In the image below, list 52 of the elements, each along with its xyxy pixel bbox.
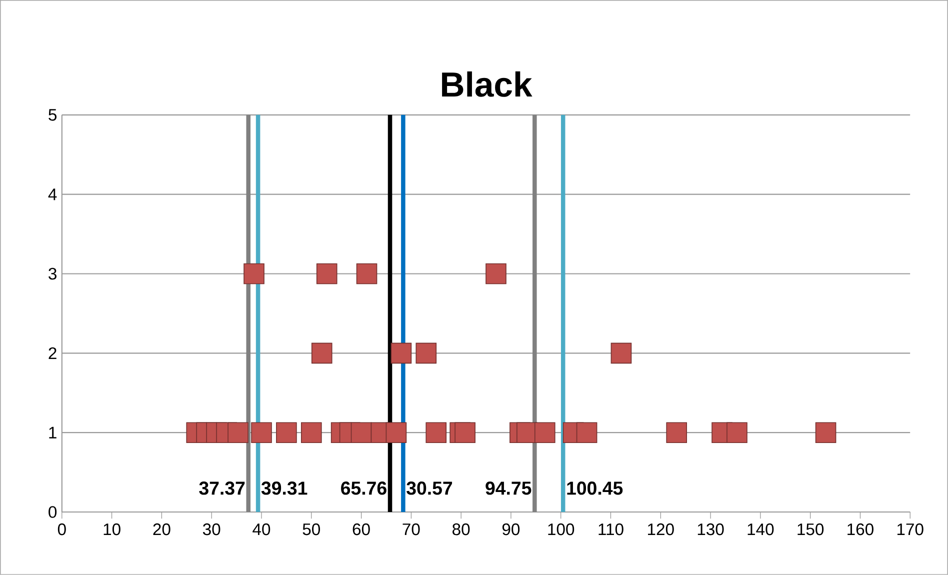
point: [726, 422, 748, 444]
y-tick-label: 2: [48, 347, 56, 360]
point: [390, 342, 412, 364]
point: [426, 422, 447, 444]
y-tick-label: 5: [48, 109, 57, 121]
x-tick-label: 130: [698, 523, 724, 536]
ref-line-label: 100.45: [567, 482, 623, 495]
point: [576, 422, 598, 444]
point: [276, 422, 297, 444]
point: [610, 342, 632, 364]
x-tick-label: 20: [153, 523, 170, 536]
point: [316, 263, 338, 284]
x-tick-label: 140: [748, 523, 774, 536]
point: [228, 422, 248, 444]
ref-line-label: 65.76: [341, 482, 386, 495]
x-tick-label: 60: [352, 523, 370, 536]
point: [486, 263, 506, 284]
y-tick-label: 0: [48, 506, 57, 518]
ref-line-label: 94.75: [486, 482, 532, 495]
x-tick-label: 160: [848, 523, 874, 536]
point: [244, 263, 264, 284]
x-tick-label: 150: [798, 523, 824, 536]
point: [311, 342, 332, 364]
x-tick-label: 120: [648, 523, 674, 536]
x-tick-label: 40: [252, 523, 270, 536]
x-tick-label: 110: [598, 523, 624, 536]
x-tick-label: 70: [402, 523, 420, 536]
point: [534, 422, 556, 444]
point: [454, 422, 476, 444]
x-tick-label: 100: [548, 523, 574, 536]
y-tick-label: 4: [48, 188, 57, 200]
x-tick-label: 10: [104, 523, 120, 536]
x-tick-label: 170: [897, 523, 924, 536]
point: [300, 422, 322, 444]
point: [815, 422, 836, 444]
point: [416, 342, 437, 364]
y-tick-label: 3: [48, 268, 56, 280]
ref-line-label: 39.31: [261, 482, 308, 495]
point: [356, 263, 378, 284]
point: [666, 422, 688, 444]
x-tick-label: 80: [452, 523, 470, 536]
ref-line-label: 37.37: [199, 482, 245, 495]
x-tick-label: 0: [58, 523, 66, 536]
point: [386, 422, 407, 444]
x-tick-label: 50: [302, 523, 320, 536]
chart-title: Black: [442, 71, 532, 97]
annotation: 30.57: [406, 482, 452, 495]
y-tick-label: 1: [49, 426, 56, 438]
x-tick-label: 90: [502, 523, 520, 536]
point: [251, 422, 272, 444]
x-tick-label: 30: [202, 523, 220, 536]
point: [350, 422, 372, 444]
